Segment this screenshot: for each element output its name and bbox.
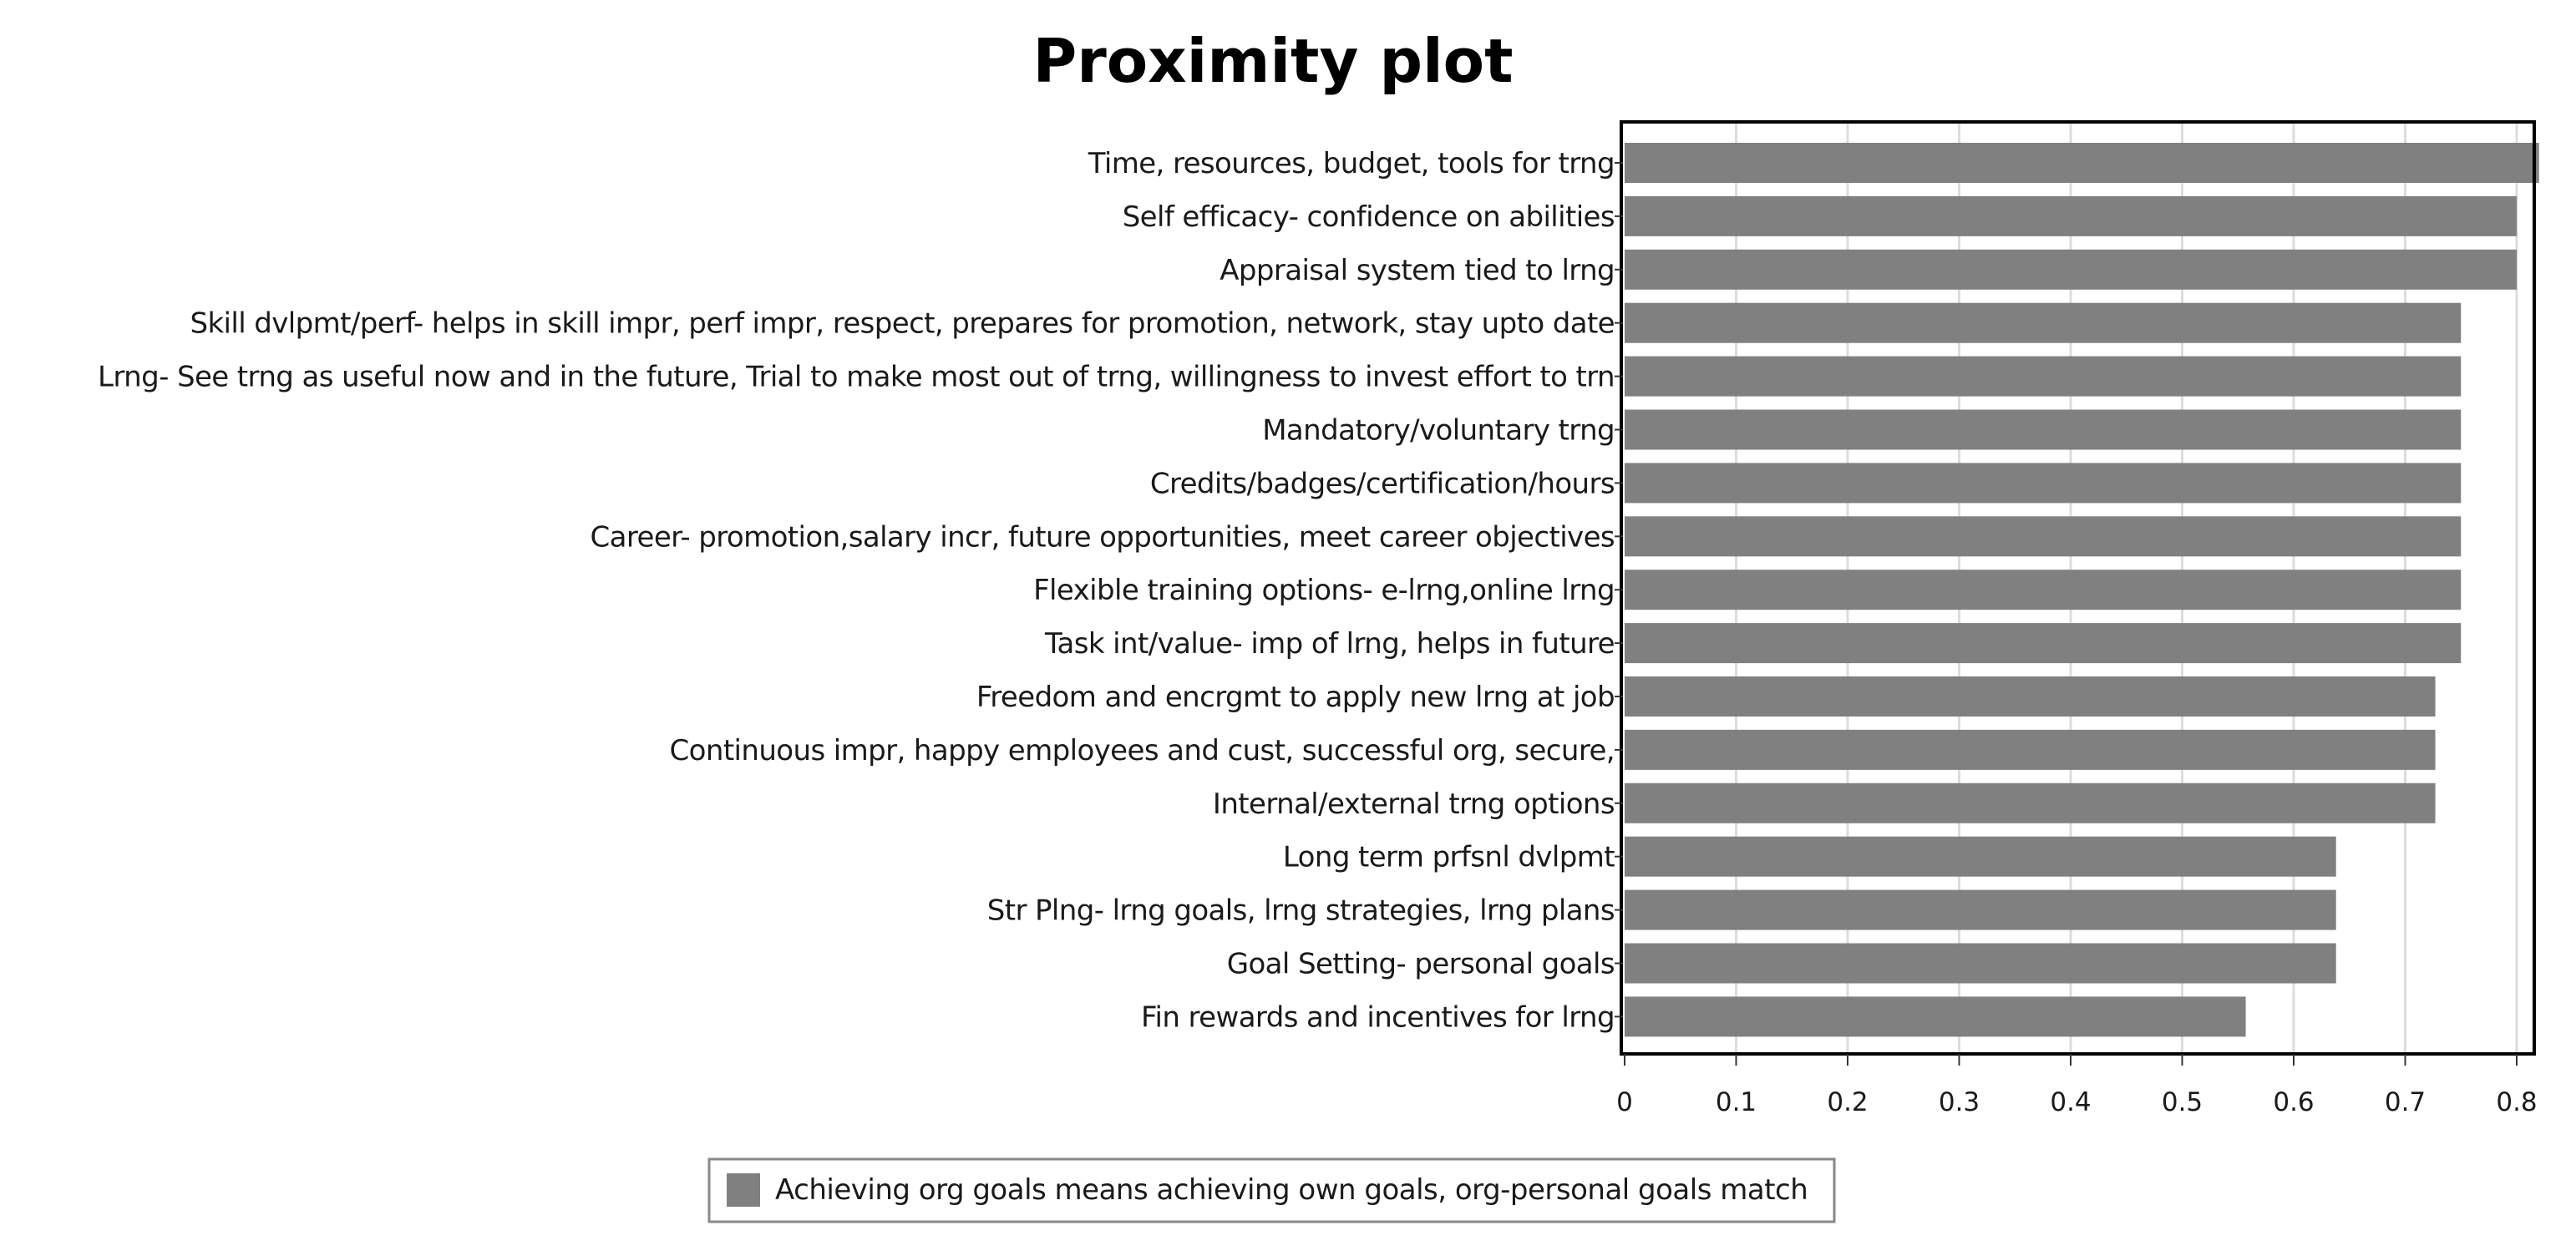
category-label: Str Plng- lrng goals, lrng strategies, l…: [987, 894, 1615, 928]
value-tick-label: 0.5: [2162, 1087, 2203, 1117]
legend-label: Achieving org goals means achieving own …: [775, 1173, 1808, 1207]
category-label: Time, resources, budget, tools for trng: [1088, 147, 1615, 180]
category-label: Fin rewards and incentives for lrng: [1141, 1000, 1615, 1034]
value-tick-label: 0: [1616, 1087, 1633, 1117]
category-label: Career- promotion,salary incr, future op…: [591, 520, 1615, 554]
category-label: Freedom and encrgmt to apply new lrng at…: [976, 681, 1615, 714]
category-axis: Time, resources, budget, tools for trng S…: [98, 147, 1623, 1034]
category-label: Mandatory/voluntary trng: [1262, 414, 1615, 448]
bar: [1625, 302, 2462, 343]
category-label: Goal Setting- personal goals: [1227, 948, 1615, 981]
category-label: Credits/badges/certification/hours: [1150, 467, 1615, 500]
value-tick-label: 0.1: [1716, 1087, 1757, 1117]
value-tick-label: 0.2: [1827, 1087, 1868, 1117]
bar: [1625, 676, 2436, 717]
category-label: Continuous impr, happy employees and cus…: [670, 734, 1615, 767]
bar: [1625, 889, 2336, 930]
bar: [1625, 996, 2246, 1037]
bar: [1625, 943, 2336, 984]
legend-swatch: [727, 1173, 760, 1207]
bar: [1625, 570, 2462, 610]
category-label: Long term prfsnl dvlpmt: [1283, 841, 1615, 874]
bar: [1625, 782, 2436, 823]
bar: [1625, 409, 2462, 450]
category-label: Appraisal system tied to lrng: [1220, 254, 1615, 287]
category-label: Task int/value- imp of lrng, helps in fu…: [1044, 627, 1615, 661]
plot-area-frame: [1620, 120, 2536, 1056]
bar: [1625, 463, 2462, 504]
legend: Achieving org goals means achieving own …: [707, 1157, 1836, 1223]
legend-box: [707, 1157, 1836, 1223]
category-label: Flexible training options- e-lrng,online…: [1033, 574, 1615, 607]
value-tick-label: 0.8: [2496, 1087, 2537, 1117]
bar-series: [1625, 143, 2539, 1037]
bar: [1625, 836, 2336, 877]
bar: [1625, 623, 2462, 664]
value-tick-label: 0.6: [2273, 1087, 2314, 1117]
category-label: Internal/external trng options: [1213, 788, 1615, 821]
bar: [1625, 143, 2539, 183]
bar: [1625, 195, 2517, 236]
category-label: Self efficacy- confidence on abilities: [1123, 200, 1615, 234]
value-axis: 0 0.1 0.2 0.3 0.4 0.5 0.6 0.7 0.8: [1616, 1054, 2538, 1117]
value-tick-label: 0.7: [2385, 1087, 2426, 1117]
bar: [1625, 729, 2436, 770]
category-label: Lrng- See trng as useful now and in the …: [98, 361, 1615, 394]
chart-title: Proximity plot: [1032, 26, 1513, 96]
bar: [1625, 249, 2517, 290]
bar: [1625, 516, 2462, 557]
category-label: Skill dvlpmt/perf- helps in skill impr, …: [190, 307, 1615, 341]
value-tick-label: 0.4: [2050, 1087, 2091, 1117]
bar: [1625, 356, 2462, 397]
value-tick-label: 0.3: [1939, 1087, 1980, 1117]
